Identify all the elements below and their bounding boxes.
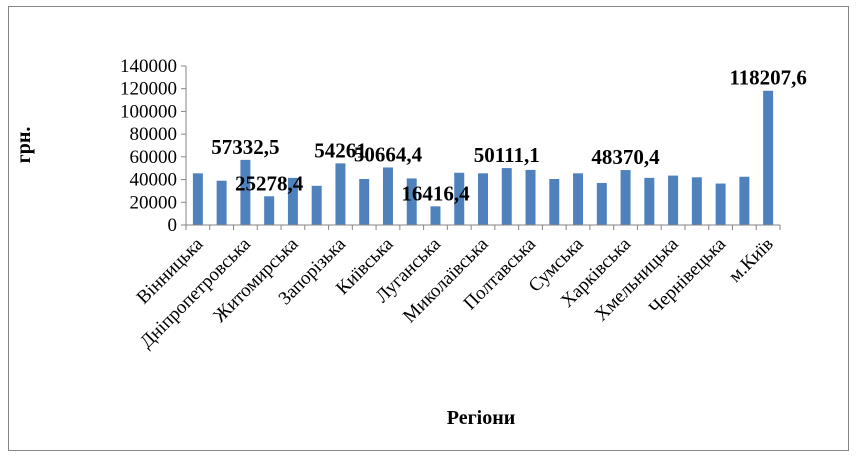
bar <box>192 173 203 225</box>
bar <box>311 185 322 225</box>
data-label: 25278,4 <box>235 171 304 195</box>
bar <box>596 182 607 225</box>
bar <box>335 163 346 225</box>
data-label: 57332,5 <box>211 135 279 159</box>
x-axis-title: Регіони <box>447 407 516 429</box>
bar <box>454 172 465 225</box>
bar <box>216 180 227 225</box>
y-tick-label: 60000 <box>130 147 178 168</box>
bar <box>525 169 536 225</box>
bar <box>287 177 298 225</box>
y-tick-label: 120000 <box>120 79 177 100</box>
bar <box>478 173 488 225</box>
category-label: м.Київ <box>725 234 778 287</box>
y-tick-label: 0 <box>168 215 178 236</box>
bars <box>192 90 774 225</box>
bar <box>691 177 702 225</box>
bar <box>715 183 726 225</box>
bar <box>501 168 512 225</box>
y-tick-label: 140000 <box>120 56 177 77</box>
data-label: 48370,4 <box>591 145 660 169</box>
y-tick-label: 20000 <box>130 192 178 213</box>
x-axis-tick-marks <box>185 225 781 230</box>
x-axis-category-labels: ВінницькаДніпропетровськаЖитомирськаЗапо… <box>133 233 778 352</box>
bar-chart: 020000400006000080000100000120000140000 … <box>13 56 807 429</box>
y-tick-label: 40000 <box>130 170 178 191</box>
bar <box>573 173 584 225</box>
y-axis-title: грн. <box>13 127 35 164</box>
bar <box>430 206 441 225</box>
data-label: 118207,6 <box>729 66 807 90</box>
bar <box>240 159 251 225</box>
bar <box>668 175 679 225</box>
y-tick-label: 80000 <box>130 124 178 145</box>
bar <box>763 90 774 225</box>
bar <box>620 170 631 225</box>
chart-frame: 0 20000 40000 60000 80000 100000 120000 140000 … <box>8 6 849 451</box>
bar <box>382 167 393 225</box>
data-label: 50664,4 <box>354 142 423 166</box>
y-tick-label: 100000 <box>120 101 177 122</box>
bar <box>264 196 275 225</box>
data-label: 16416,4 <box>401 181 470 205</box>
bar <box>549 179 560 225</box>
data-label: 50111,1 <box>474 143 540 167</box>
bar <box>359 179 370 225</box>
bar <box>739 176 750 225</box>
bar <box>644 177 655 225</box>
bar <box>406 178 417 225</box>
data-label: 54261 <box>314 138 367 162</box>
